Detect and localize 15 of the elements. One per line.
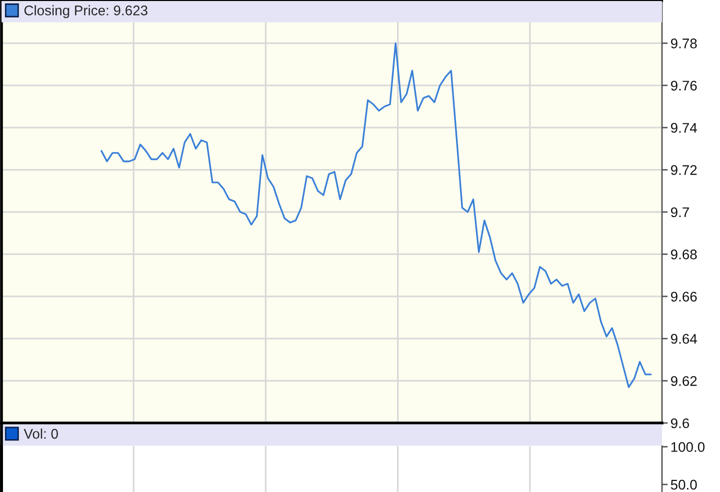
y-tick-label: 9.76 — [670, 80, 697, 91]
y-tick-label: 100.0 — [671, 442, 705, 452]
line-series — [100, 42, 652, 388]
y-tick-label: 9.68 — [670, 250, 697, 260]
y-tick-label: 9.66 — [670, 292, 697, 302]
y-tick-label: 9.74 — [670, 122, 697, 133]
legend-label: Vol: 0 — [24, 428, 58, 439]
y-tick-label: 9.6 — [670, 418, 690, 428]
y-tick-label: 9.7 — [670, 207, 689, 218]
legend-label: Closing Price: 9.623 — [24, 5, 148, 18]
y-tick-label: 9.78 — [670, 38, 697, 48]
y-tick-label: 9.64 — [670, 334, 697, 344]
y-tick-label: 9.72 — [670, 165, 697, 175]
y-tick-label: 50.0 — [670, 480, 697, 490]
y-tick-label: 9.62 — [670, 376, 697, 386]
